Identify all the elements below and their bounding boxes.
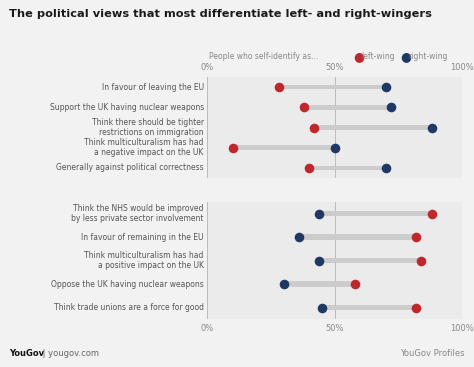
Point [280, 281, 287, 287]
Point [300, 104, 308, 110]
Text: ●: ● [401, 50, 411, 63]
Point [428, 125, 435, 131]
Text: Think there should be tighter
restrictions on immigration: Think there should be tighter restrictio… [91, 118, 204, 137]
Point [382, 84, 390, 90]
Text: left-wing: left-wing [361, 52, 395, 61]
Point [229, 145, 237, 151]
Point [316, 258, 323, 264]
Text: Oppose the UK having nuclear weapons: Oppose the UK having nuclear weapons [51, 280, 204, 288]
Point [351, 281, 359, 287]
Text: Think multiculturalism has had
a negative impact on the UK: Think multiculturalism has had a negativ… [84, 138, 204, 157]
Text: Support the UK having nuclear weapons: Support the UK having nuclear weapons [50, 103, 204, 112]
Point [275, 84, 283, 90]
Point [295, 234, 303, 240]
Point [318, 305, 326, 310]
Point [387, 104, 394, 110]
Text: The political views that most differentiate left- and right-wingers: The political views that most differenti… [9, 9, 432, 19]
Bar [319, 258, 421, 263]
Text: People who self-identify as...: People who self-identify as... [209, 52, 318, 61]
Bar [283, 281, 355, 287]
Point [412, 234, 420, 240]
Text: Generally against political correctness: Generally against political correctness [56, 163, 204, 172]
Point [316, 211, 323, 217]
Bar [319, 211, 431, 216]
Text: right-wing: right-wing [409, 52, 448, 61]
Point [418, 258, 425, 264]
Point [428, 211, 435, 217]
Text: YouGov: YouGov [9, 349, 45, 358]
Text: Think the NHS would be improved
by less private sector involvement: Think the NHS would be improved by less … [71, 204, 204, 223]
Bar [309, 166, 386, 170]
Point [331, 145, 338, 151]
Text: In favour of leaving the EU: In favour of leaving the EU [102, 83, 204, 92]
Point [412, 305, 420, 310]
Text: | yougov.com: | yougov.com [40, 349, 99, 358]
Point [382, 165, 390, 171]
Text: YouGov Profiles: YouGov Profiles [400, 349, 465, 358]
Bar [322, 305, 416, 310]
Point [305, 165, 313, 171]
Text: Think trade unions are a force for good: Think trade unions are a force for good [54, 303, 204, 312]
Bar [304, 105, 391, 110]
Bar [299, 235, 416, 240]
Text: In favour of remaining in the EU: In favour of remaining in the EU [82, 233, 204, 241]
Point [310, 125, 318, 131]
Bar [279, 85, 386, 90]
Text: Think multiculturalism has had
a positive impact on the UK: Think multiculturalism has had a positiv… [84, 251, 204, 270]
Bar [233, 145, 335, 150]
Text: ●: ● [353, 50, 364, 63]
Bar [314, 125, 431, 130]
